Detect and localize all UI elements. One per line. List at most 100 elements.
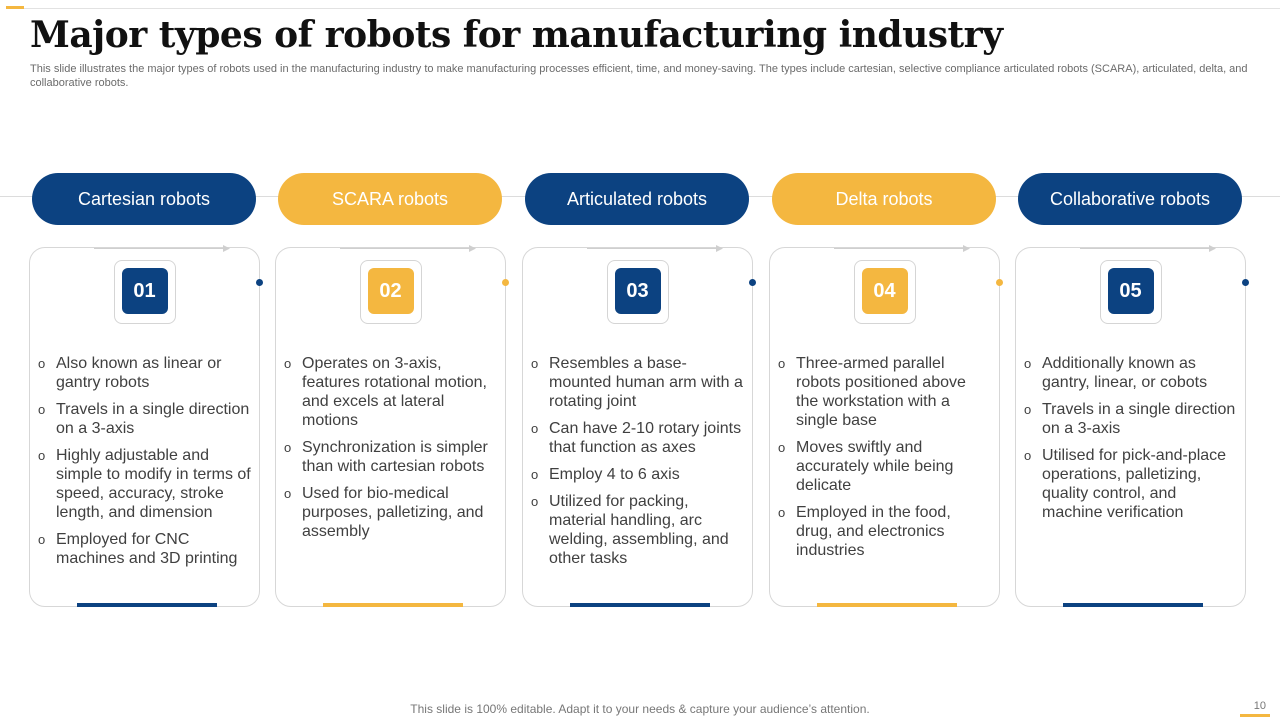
bullet-circle-icon: o — [778, 356, 786, 371]
robot-card: 05 o Additionally known as gantry, linear,… — [1015, 245, 1249, 607]
robot-card: 01 o Also known as linear or gantry robots… — [29, 245, 263, 607]
feature-item: o Travels in a single direction on a 3-ax… — [38, 400, 251, 438]
bullet-circle-icon: o — [1024, 448, 1032, 463]
feature-item: o Utilised for pick-and-place operations,… — [1024, 446, 1237, 522]
connector-dot — [256, 279, 263, 286]
card-accent-bar — [323, 603, 463, 607]
feature-item: o Three-armed parallel robots positioned … — [778, 354, 991, 430]
top-divider — [24, 8, 1280, 9]
connector-dot — [996, 279, 1003, 286]
feature-text: Three-armed parallel robots positioned a… — [796, 355, 966, 429]
feature-list: o Resembles a base-mounted human arm with… — [531, 354, 744, 576]
slide-title: Major types of robots for manufacturing … — [30, 14, 1003, 56]
robot-type-pill: SCARA robots — [278, 173, 502, 225]
robot-type-pill: Delta robots — [772, 173, 996, 225]
feature-text: Employ 4 to 6 axis — [549, 466, 680, 483]
top-accent-bar — [6, 6, 24, 9]
feature-text: Utilised for pick-and-place operations, … — [1042, 447, 1227, 521]
connector-dot — [1242, 279, 1249, 286]
robot-type-label: Delta robots — [835, 188, 933, 209]
feature-text: Employed for CNC machines and 3D printin… — [56, 531, 238, 567]
bullet-circle-icon: o — [778, 505, 786, 520]
robot-type-pill: Articulated robots — [525, 173, 749, 225]
feature-item: o Used for bio-medical purposes, palletiz… — [284, 484, 497, 541]
bullet-circle-icon: o — [284, 486, 292, 501]
footer-note: This slide is 100% editable. Adapt it to… — [410, 702, 870, 716]
feature-list: o Additionally known as gantry, linear, o… — [1024, 354, 1237, 530]
feature-text: Can have 2-10 rotary joints that functio… — [549, 420, 742, 456]
feature-item: o Operates on 3-axis, features rotational… — [284, 354, 497, 430]
connector-dot — [502, 279, 509, 286]
bullet-circle-icon: o — [38, 356, 46, 371]
feature-item: o Can have 2-10 rotary joints that functi… — [531, 419, 744, 457]
number-frame: 03 — [606, 260, 669, 324]
number-frame: 04 — [853, 260, 916, 324]
bullet-circle-icon: o — [531, 494, 539, 509]
feature-text: Travels in a single direction on a 3-axi… — [1042, 401, 1236, 437]
robot-card: 03 o Resembles a base-mounted human arm wi… — [522, 245, 756, 607]
feature-item: o Highly adjustable and simple to modify … — [38, 446, 251, 522]
number-frame: 05 — [1099, 260, 1162, 324]
feature-text: Employed in the food, drug, and electron… — [796, 504, 951, 559]
bullet-circle-icon: o — [38, 402, 46, 417]
feature-item: o Resembles a base-mounted human arm with… — [531, 354, 744, 411]
feature-item: o Utilized for packing, material handling… — [531, 492, 744, 568]
feature-text: Operates on 3-axis, features rotational … — [302, 355, 487, 429]
robot-type-label: SCARA robots — [331, 188, 449, 209]
feature-text: Additionally known as gantry, linear, or… — [1042, 355, 1208, 391]
feature-text: Used for bio-medical purposes, palletizi… — [302, 485, 484, 540]
feature-text: Also known as linear or gantry robots — [56, 355, 222, 391]
number-frame: 02 — [359, 260, 422, 324]
feature-item: o Employ 4 to 6 axis — [531, 465, 744, 484]
slide-subtitle: This slide illustrates the major types o… — [30, 63, 1248, 89]
step-number-badge: 02 — [367, 268, 414, 314]
page-number: 10 — [1253, 700, 1266, 712]
feature-text: Highly adjustable and simple to modify i… — [56, 447, 251, 521]
feature-text: Resembles a base-mounted human arm with … — [549, 355, 743, 410]
number-frame: 01 — [113, 260, 176, 324]
feature-item: o Employed for CNC machines and 3D printi… — [38, 530, 251, 568]
arrow-right-icon — [1080, 245, 1216, 252]
card-accent-bar — [77, 603, 217, 607]
card-accent-bar — [817, 603, 957, 607]
feature-text: Travels in a single direction on a 3-axi… — [56, 401, 250, 437]
page-number-accent — [1240, 714, 1270, 717]
arrow-right-icon — [587, 245, 723, 252]
bullet-circle-icon: o — [778, 440, 786, 455]
feature-text: Utilized for packing, material handling,… — [549, 493, 729, 567]
robot-card: 02 o Operates on 3-axis, features rotation… — [275, 245, 509, 607]
step-number-badge: 04 — [861, 268, 908, 314]
feature-text: Moves swiftly and accurately while being… — [796, 439, 954, 494]
feature-item: o Additionally known as gantry, linear, o… — [1024, 354, 1237, 392]
feature-list: o Three-armed parallel robots positioned … — [778, 354, 991, 568]
card-accent-bar — [1063, 603, 1203, 607]
arrow-right-icon — [340, 245, 476, 252]
feature-text: Synchronization is simpler than with car… — [302, 439, 488, 475]
bullet-circle-icon: o — [38, 448, 46, 463]
feature-item: o Also known as linear or gantry robots — [38, 354, 251, 392]
connector-dot — [749, 279, 756, 286]
robot-card: 04 o Three-armed parallel robots positione… — [769, 245, 1003, 607]
robot-type-pill: Cartesian robots — [32, 173, 256, 225]
bullet-circle-icon: o — [38, 532, 46, 547]
robot-type-label: Articulated robots — [566, 188, 708, 209]
feature-list: o Also known as linear or gantry robots o T… — [38, 354, 251, 576]
bullet-circle-icon: o — [1024, 356, 1032, 371]
bullet-circle-icon: o — [531, 421, 539, 436]
feature-item: o Travels in a single direction on a 3-ax… — [1024, 400, 1237, 438]
feature-item: o Synchronization is simpler than with ca… — [284, 438, 497, 476]
arrow-right-icon — [94, 245, 230, 252]
feature-list: o Operates on 3-axis, features rotational… — [284, 354, 497, 549]
step-number-badge: 01 — [121, 268, 168, 314]
robot-type-pill: Collaborative robots — [1018, 173, 1242, 225]
bullet-circle-icon: o — [284, 356, 292, 371]
step-number-badge: 05 — [1107, 268, 1154, 314]
bullet-circle-icon: o — [531, 356, 539, 371]
feature-item: o Employed in the food, drug, and electro… — [778, 503, 991, 560]
bullet-circle-icon: o — [284, 440, 292, 455]
robot-type-label: Collaborative robots — [1049, 188, 1211, 209]
card-accent-bar — [570, 603, 710, 607]
robot-type-label: Cartesian robots — [77, 188, 211, 209]
arrow-right-icon — [834, 245, 970, 252]
feature-item: o Moves swiftly and accurately while bein… — [778, 438, 991, 495]
